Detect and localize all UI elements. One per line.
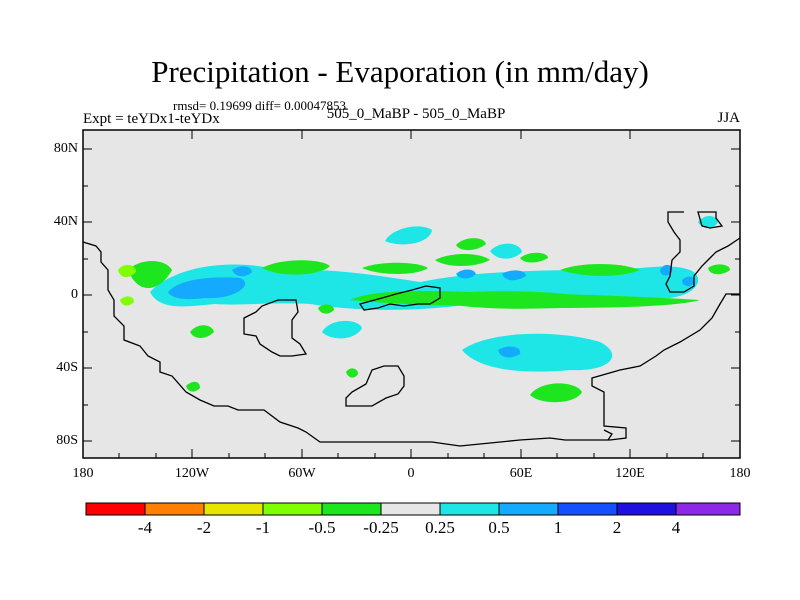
colorbar-swatch bbox=[439, 502, 500, 516]
case-label: 505_0_MaBP - 505_0_MaBP bbox=[326, 106, 506, 122]
southern-landmass bbox=[345, 365, 405, 407]
colorbar-label: 0.25 bbox=[425, 518, 455, 537]
x-tick-label: 180 bbox=[72, 466, 94, 481]
colorbar-swatch bbox=[616, 502, 677, 516]
central-green bbox=[262, 260, 330, 275]
y-tick-label: 40N bbox=[53, 214, 78, 229]
colorbar-label: 2 bbox=[612, 518, 622, 537]
south-atlantic-green bbox=[346, 368, 358, 378]
east-pacific-blue bbox=[168, 277, 246, 300]
stats-label: rmsd= 0.19699 diff= 0.00047853 bbox=[173, 98, 346, 113]
x-tick-label: 120W bbox=[174, 466, 210, 481]
north-pacific-cyan bbox=[490, 243, 522, 259]
arctic-cyan bbox=[698, 216, 718, 228]
colorbar-label: -4 bbox=[137, 518, 153, 537]
x-tick-label: 180 bbox=[729, 466, 751, 481]
colorbar-swatch bbox=[675, 502, 741, 516]
colorbar-label: 1 bbox=[553, 518, 563, 537]
colorbar-label: -0.5 bbox=[308, 518, 336, 537]
south-america-outline bbox=[243, 299, 308, 357]
colorbar-label: 4 bbox=[671, 518, 681, 537]
y-tick-label: 80S bbox=[56, 433, 78, 448]
atlantic-green bbox=[362, 262, 428, 274]
far-east-blue bbox=[660, 264, 673, 276]
colorbar-swatch bbox=[321, 502, 382, 516]
yellow-green-regions bbox=[118, 264, 136, 306]
south-indian-green bbox=[530, 383, 582, 403]
south-atlantic-cyan bbox=[322, 320, 362, 339]
south-pacific-green bbox=[190, 325, 214, 338]
colorbar bbox=[85, 502, 741, 516]
y-tick-label: 80N bbox=[53, 141, 78, 156]
y-tick-label: 0 bbox=[71, 287, 78, 302]
colorbar-swatch bbox=[144, 502, 205, 516]
colorbar-label: 0.5 bbox=[488, 518, 510, 537]
central-america-blue bbox=[232, 266, 252, 277]
colorbar-swatch bbox=[557, 502, 618, 516]
west-coast-yellow-2 bbox=[120, 296, 134, 306]
x-tick-label: 0 bbox=[407, 466, 415, 481]
colorbar-label: -0.25 bbox=[363, 518, 399, 537]
x-tick-marks bbox=[118, 130, 704, 458]
plot-title: Precipitation - Evaporation (in mm/day) bbox=[151, 54, 649, 89]
dateline-green bbox=[708, 264, 730, 275]
colorbar-swatch bbox=[203, 502, 264, 516]
asia-east-coastline bbox=[665, 211, 741, 293]
experiment-label: Expt = teYDx1-teYDx bbox=[83, 111, 220, 127]
north-green-2 bbox=[520, 252, 548, 263]
southern-dry-band-east bbox=[430, 294, 700, 309]
south-pacific-cyan bbox=[462, 333, 613, 372]
atlantic-green-2 bbox=[435, 254, 490, 266]
coast-detail bbox=[603, 429, 613, 441]
west-coast-yellow bbox=[118, 264, 136, 278]
x-tick-label: 120E bbox=[615, 466, 645, 481]
blue-regions bbox=[168, 264, 695, 358]
arctic-island bbox=[697, 211, 724, 229]
southern-coastline bbox=[82, 241, 740, 447]
colorbar-swatch bbox=[498, 502, 559, 516]
y-tick-marks bbox=[83, 148, 740, 442]
south-pacific-blue bbox=[498, 346, 521, 358]
equatorial-island bbox=[358, 285, 441, 311]
west-coast-green bbox=[128, 261, 172, 289]
colorbar-label: -1 bbox=[255, 518, 271, 537]
colorbar-label: -2 bbox=[196, 518, 212, 537]
colorbar-swatch bbox=[262, 502, 323, 516]
green-regions bbox=[128, 238, 730, 403]
pacific-green bbox=[560, 264, 640, 276]
brazil-green bbox=[318, 304, 334, 314]
colorbar-swatch bbox=[85, 502, 146, 516]
far-south-green bbox=[186, 381, 200, 392]
season-label: JJA bbox=[717, 110, 740, 126]
y-tick-label: 40S bbox=[56, 360, 78, 375]
coastlines bbox=[82, 211, 741, 447]
west-pacific-blue-2 bbox=[502, 270, 526, 281]
north-atlantic-cyan bbox=[385, 226, 432, 245]
x-tick-label: 60E bbox=[509, 466, 533, 481]
north-green-1 bbox=[456, 238, 486, 251]
colorbar-swatch bbox=[380, 502, 441, 516]
x-tick-label: 60W bbox=[288, 466, 316, 481]
far-east-blue-2 bbox=[682, 276, 695, 287]
west-pacific-blue-1 bbox=[456, 269, 476, 279]
